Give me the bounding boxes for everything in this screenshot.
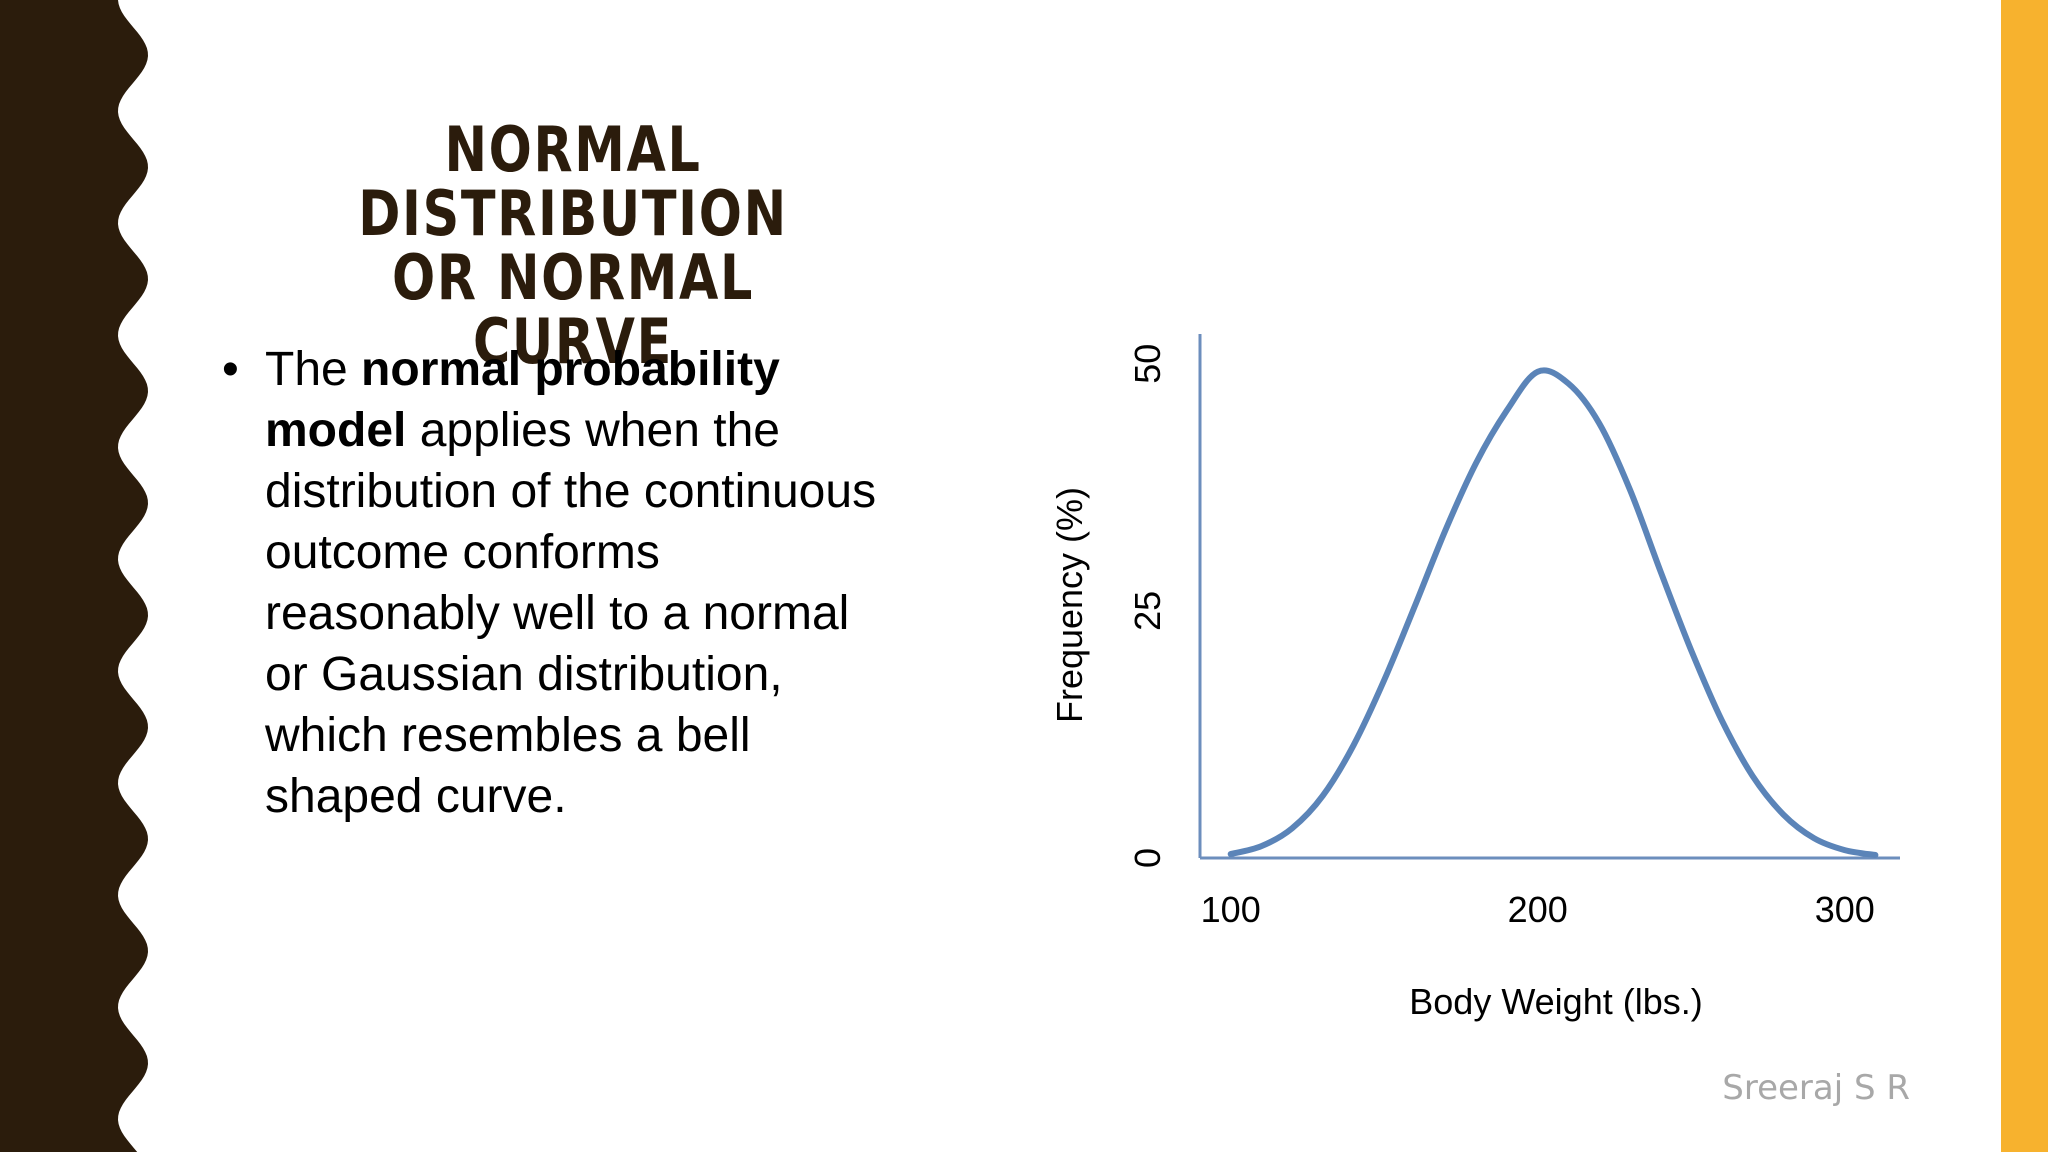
slide-title: NORMAL DISTRIBUTION OR NORMAL CURVE [298,118,847,374]
x-tick-label-200: 200 [1508,889,1568,930]
wave-shape [0,0,148,1152]
bullet-line-7: which resembles a bell [265,709,751,762]
bullet-line-1: The normal probability [265,339,942,400]
bullet-text: The normal probability model applies whe… [265,339,942,827]
x-axis-label: Body Weight (lbs.) [1409,981,1702,1022]
y-tick-label-50: 50 [1127,344,1168,384]
series-line-body-weight [1227,367,1879,858]
bullet-line-5: reasonably well to a normal [265,587,850,640]
bullet-line-8: shaped curve. [265,770,567,823]
bullet-dot: • [222,343,239,396]
x-tick-label-100: 100 [1201,889,1261,930]
bullet-line-1-start: The [265,343,362,396]
slide-title-line-2: OR NORMAL CURVE [391,241,755,378]
x-tick-label-300: 300 [1815,889,1875,930]
normal-curve-chart: 100 200 300 0 25 50 Frequency (%) Body Weight… [1049,334,1900,1022]
bullet-emphasis-2: model [265,404,407,457]
decorative-right-accent-bar [2001,0,2048,1152]
slide-title-line-1: NORMAL DISTRIBUTION [358,113,788,250]
bullet-line-6: or Gaussian distribution, [265,648,783,701]
bullet-line-2-rest: applies when the [406,404,780,457]
bullet-line-2: model applies when the [265,400,942,461]
decorative-left-wave-band [0,0,148,1152]
y-tick-label-0: 0 [1127,848,1168,868]
bullet-line-4: outcome conforms [265,526,660,579]
bullet-paragraph: • The normal probability model applies w… [222,339,942,827]
y-axis-label: Frequency (%) [1049,487,1090,723]
author-watermark: Sreeraj S R [1722,1068,1910,1108]
bullet-emphasis-1: normal probability [361,343,780,396]
y-tick-label-25: 25 [1127,591,1168,631]
bullet-line-3: distribution of the continuous [265,465,877,518]
